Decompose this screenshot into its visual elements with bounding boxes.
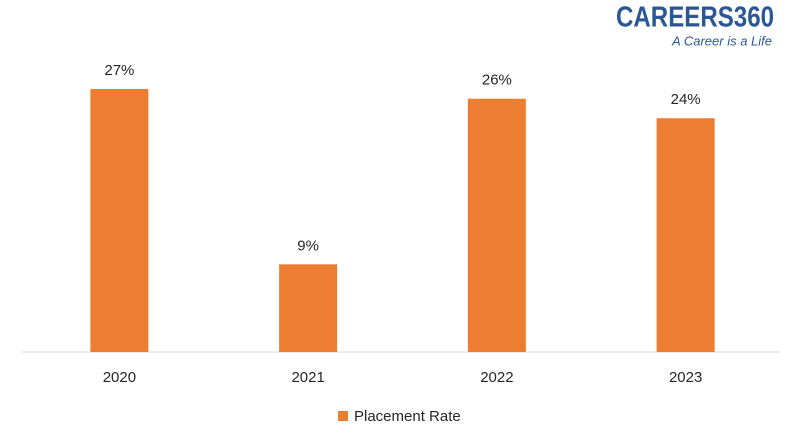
legend-swatch: [338, 411, 348, 421]
logo-tagline: A Career is a Life: [671, 33, 772, 48]
data-label: 27%: [104, 62, 134, 79]
logo: CAREERS360: [616, 2, 774, 34]
legend-label: Placement Rate: [354, 408, 461, 425]
bar: [656, 118, 715, 352]
bar: [90, 89, 149, 352]
bar: [467, 98, 526, 352]
x-tick-label: 2022: [480, 369, 513, 386]
data-label: 26%: [482, 72, 512, 89]
x-tick-label: 2020: [103, 369, 136, 386]
data-label: 24%: [671, 91, 701, 108]
x-tick-label: 2023: [669, 369, 702, 386]
x-tick-label: 2021: [291, 369, 324, 386]
bar: [279, 264, 338, 352]
data-label: 9%: [297, 237, 319, 254]
